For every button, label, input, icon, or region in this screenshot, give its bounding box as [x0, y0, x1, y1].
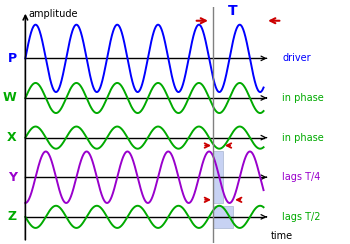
Text: W: W [3, 92, 17, 104]
Text: in phase: in phase [282, 93, 324, 103]
Text: driver: driver [282, 53, 311, 63]
Text: Y: Y [8, 171, 17, 184]
Text: P: P [8, 52, 17, 65]
Text: lags T/4: lags T/4 [282, 172, 321, 182]
Text: T: T [228, 4, 238, 18]
Text: amplitude: amplitude [29, 9, 78, 19]
Text: Z: Z [8, 210, 17, 223]
Text: time: time [270, 231, 293, 241]
Text: lags T/2: lags T/2 [282, 212, 321, 222]
Bar [212, 206, 233, 228]
Text: X: X [7, 131, 17, 144]
Bar [212, 152, 223, 203]
Text: in phase: in phase [282, 133, 324, 142]
